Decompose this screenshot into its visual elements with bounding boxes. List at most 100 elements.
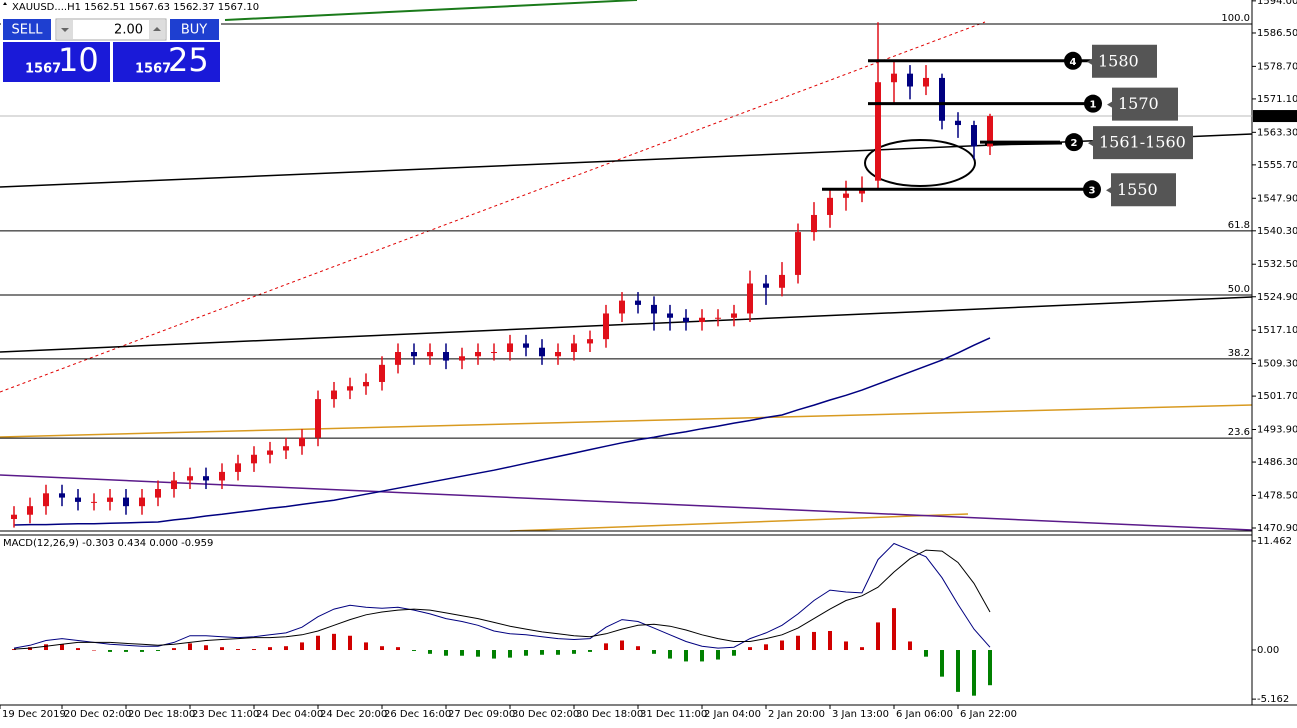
- buy-price-big[interactable]: 1567: [135, 62, 171, 77]
- candle-body: [491, 352, 497, 354]
- histogram-bar: [748, 647, 752, 651]
- histogram-bar: [460, 650, 464, 656]
- candle-body: [523, 343, 529, 348]
- candle-body: [779, 274, 785, 288]
- histogram-bar: [988, 650, 992, 686]
- x-tick-label: 6 Jan 06:00: [896, 709, 953, 720]
- level-tag: [1088, 126, 1193, 160]
- candle-body: [379, 364, 385, 382]
- candle-body: [587, 339, 593, 344]
- y-tick-label: 1547.90: [1257, 193, 1297, 204]
- histogram-bar: [876, 622, 880, 651]
- histogram-bar: [924, 650, 928, 657]
- candle-body: [203, 476, 209, 481]
- y-tick-label: 1524.90: [1257, 292, 1297, 303]
- symbol-icon: [3, 2, 7, 5]
- y-tick-label: 11.462: [1257, 536, 1292, 547]
- candle-body: [651, 304, 657, 314]
- candle-body: [75, 497, 81, 502]
- candle-body: [27, 506, 33, 515]
- x-tick-label: 26 Dec 16:00: [384, 709, 451, 720]
- candle-body: [91, 501, 97, 503]
- candle-body: [699, 317, 705, 323]
- histogram-bar: [508, 650, 512, 658]
- x-tick-label: 27 Dec 09:00: [448, 709, 515, 720]
- x-tick-label: 30 Dec 02:00: [512, 709, 579, 720]
- histogram-bar: [220, 647, 224, 651]
- candle-body: [619, 300, 625, 314]
- histogram-bar: [188, 643, 192, 651]
- y-tick-label: 1540.30: [1257, 226, 1297, 237]
- sell-price-pips[interactable]: 10: [58, 41, 99, 79]
- candle-body: [43, 493, 49, 507]
- candle-body: [811, 214, 817, 233]
- candle-body: [443, 352, 449, 361]
- arrow-down: [61, 28, 69, 32]
- trend-line: [509, 513, 969, 532]
- histogram-bar: [796, 635, 800, 651]
- level-badge: [1064, 51, 1082, 70]
- y-tick-label: 1571.10: [1257, 94, 1297, 105]
- buy-price-box[interactable]: [113, 42, 220, 82]
- candle-body: [939, 77, 945, 121]
- level-number: 4: [1070, 57, 1077, 68]
- histogram-bar: [156, 650, 160, 651]
- histogram-bar: [44, 644, 48, 651]
- sell-price-big[interactable]: 1567: [25, 62, 61, 77]
- y-tick-label: 1532.50: [1257, 259, 1297, 270]
- candle-body: [155, 489, 161, 498]
- histogram-bar: [812, 631, 816, 651]
- candle-body: [187, 476, 193, 481]
- chart-title: XAUUSD....H1 1562.51 1567.63 1562.37 156…: [12, 2, 259, 13]
- candle-body: [683, 317, 689, 323]
- histogram-bar: [444, 650, 448, 656]
- candle-body: [923, 77, 929, 87]
- histogram-bar: [668, 650, 672, 659]
- histogram-bar: [844, 641, 848, 651]
- candle-body: [907, 73, 913, 87]
- histogram-bar: [300, 642, 304, 651]
- histogram-bar: [956, 650, 960, 692]
- x-tick-label: 19 Dec 2019: [2, 709, 66, 720]
- candle-body: [763, 283, 769, 288]
- histogram-bar: [108, 650, 112, 652]
- candle-body: [539, 347, 545, 357]
- buy-label[interactable]: BUY: [181, 23, 207, 38]
- candle-body: [827, 197, 833, 215]
- y-tick-label: 1517.10: [1257, 325, 1297, 336]
- histogram-bar: [716, 650, 720, 660]
- candle-body: [475, 352, 481, 357]
- lot-input[interactable]: [55, 18, 167, 41]
- y-tick-label: 1555.70: [1257, 160, 1297, 171]
- histogram-bar: [908, 641, 912, 651]
- candle-body: [123, 497, 129, 507]
- histogram-bar: [140, 650, 144, 652]
- histogram-bar: [828, 630, 832, 651]
- buy-price-pips[interactable]: 25: [168, 41, 209, 79]
- highlight-ellipse: [864, 139, 976, 187]
- level-label: 1550: [1117, 180, 1158, 199]
- x-tick-label: 30 Dec 18:00: [576, 709, 643, 720]
- buy-button[interactable]: [170, 19, 219, 40]
- lot-value[interactable]: 2.00: [114, 23, 143, 38]
- fib-label: 100.0: [1221, 13, 1250, 24]
- candle-body: [891, 73, 897, 83]
- sell-button[interactable]: [3, 19, 51, 40]
- candle-body: [715, 317, 721, 319]
- candle-body: [139, 497, 145, 507]
- y-tick-label: 1578.70: [1257, 61, 1297, 72]
- histogram-bar: [396, 647, 400, 651]
- candle-body: [107, 497, 113, 502]
- x-tick-label: 31 Dec 11:00: [640, 709, 707, 720]
- channel-line: [0, 296, 1253, 353]
- sell-label[interactable]: SELL: [12, 23, 44, 38]
- candle-body: [395, 352, 401, 365]
- level-number: 3: [1089, 185, 1096, 196]
- candle-body: [603, 313, 609, 340]
- macd-line: [13, 542, 991, 649]
- histogram-bar: [700, 650, 704, 662]
- sell-price-box[interactable]: [3, 42, 110, 82]
- fib-label: 61.8: [1228, 220, 1250, 231]
